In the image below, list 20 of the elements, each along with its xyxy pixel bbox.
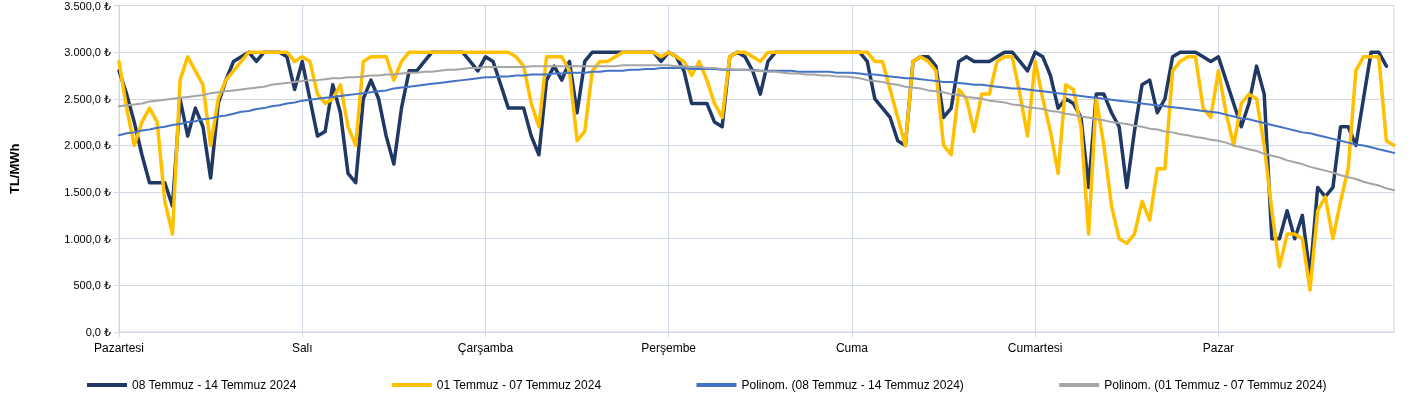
y-axis-title: TL/MWh [7,143,22,195]
x-tick-label: Pazar [1202,341,1235,355]
x-tick-label: Cumartesi [1007,341,1063,355]
y-tick-label: 500,0 ₺ [73,279,111,292]
legend-label: 01 Temmuz - 07 Temmuz 2024 [436,378,602,392]
legend-label: 08 Temmuz - 14 Temmuz 2024 [132,378,297,392]
x-tick-label: Cuma [835,341,869,355]
x-tick-label: Perşembe [641,341,697,355]
y-tick-label: 1.000,0 ₺ [64,232,111,245]
y-tick-label: 2.500,0 ₺ [64,92,111,105]
x-tick-label: Pazartesi [93,341,145,355]
y-tick-label: 1.500,0 ₺ [64,186,111,199]
y-tick-label: 2.000,0 ₺ [64,139,111,152]
y-tick-label: 0,0 ₺ [85,326,111,338]
legend-label: Polinom. (01 Temmuz - 07 Temmuz 2024) [1104,378,1327,392]
y-tick-label: 3.500,0 ₺ [64,0,111,12]
x-tick-label: Çarşamba [457,341,514,355]
y-tick-label: 3.000,0 ₺ [64,46,111,59]
x-tick-label: Salı [291,341,313,355]
legend-label: Polinom. (08 Temmuz - 14 Temmuz 2024) [741,378,964,392]
